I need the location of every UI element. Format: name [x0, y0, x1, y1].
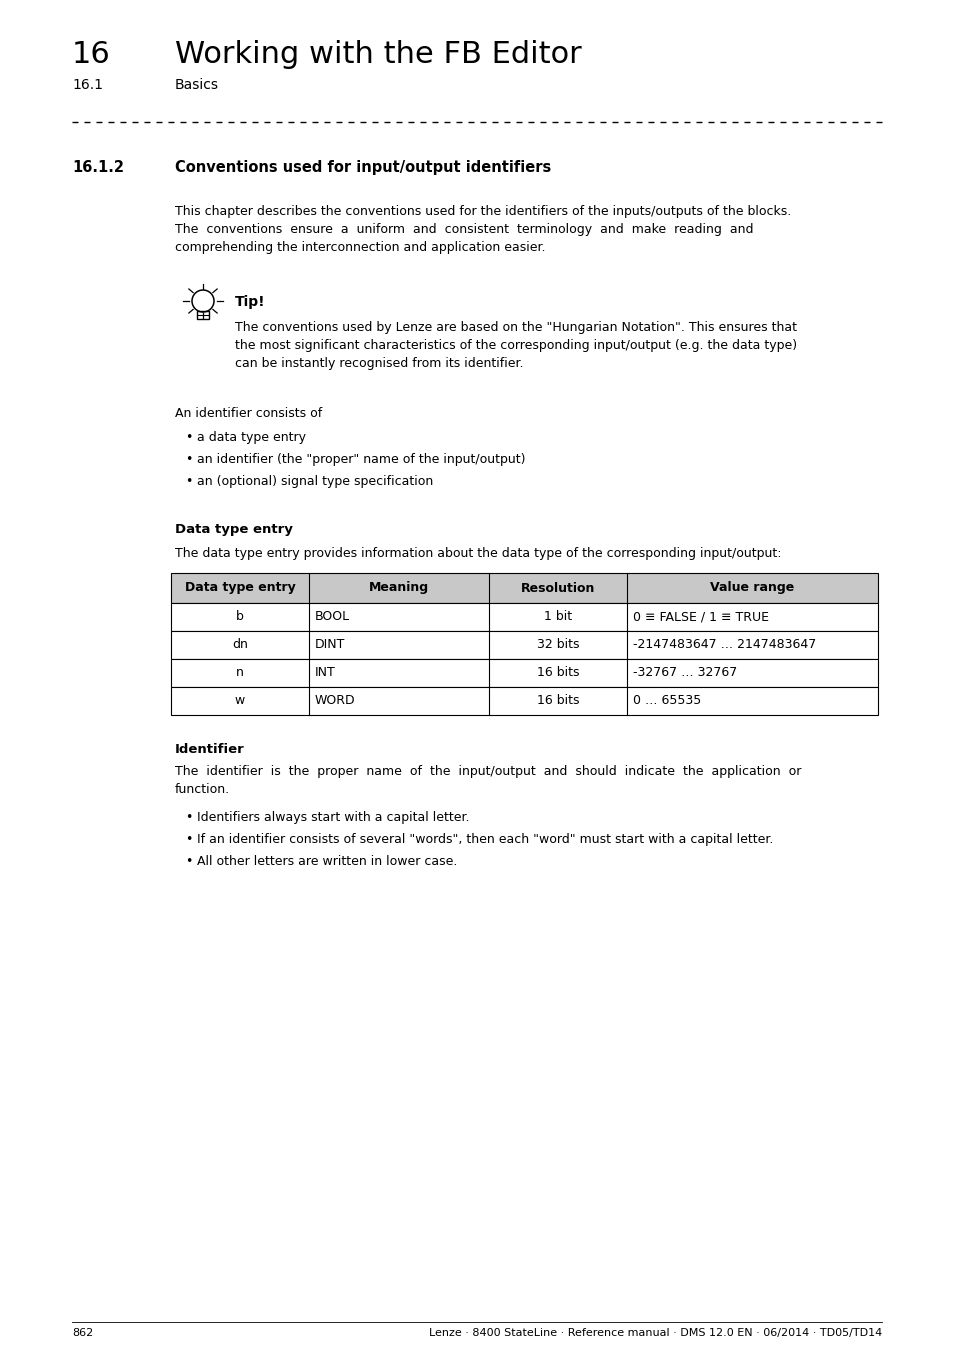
Text: DINT: DINT [314, 639, 345, 652]
Text: comprehending the interconnection and application easier.: comprehending the interconnection and ap… [174, 242, 545, 254]
Text: The  identifier  is  the  proper  name  of  the  input/output  and  should  indi: The identifier is the proper name of the… [174, 765, 801, 778]
Text: Data type entry: Data type entry [174, 522, 293, 536]
Text: 1 bit: 1 bit [543, 610, 572, 624]
Text: •: • [185, 833, 193, 846]
Text: 0 ≡ FALSE / 1 ≡ TRUE: 0 ≡ FALSE / 1 ≡ TRUE [633, 610, 768, 624]
Text: The data type entry provides information about the data type of the correspondin: The data type entry provides information… [174, 547, 781, 560]
Text: 16 bits: 16 bits [537, 667, 578, 679]
Text: can be instantly recognised from its identifier.: can be instantly recognised from its ide… [234, 356, 523, 370]
Text: An identifier consists of: An identifier consists of [174, 406, 322, 420]
FancyBboxPatch shape [171, 630, 877, 659]
Text: -2147483647 … 2147483647: -2147483647 … 2147483647 [633, 639, 816, 652]
Text: 16.1.2: 16.1.2 [71, 161, 124, 176]
Text: Identifiers always start with a capital letter.: Identifiers always start with a capital … [196, 811, 469, 824]
Text: Meaning: Meaning [369, 582, 429, 594]
Text: •: • [185, 855, 193, 868]
Text: •: • [185, 454, 193, 466]
Text: a data type entry: a data type entry [196, 431, 306, 444]
Text: function.: function. [174, 783, 230, 796]
Text: Data type entry: Data type entry [184, 582, 295, 594]
Text: 16: 16 [71, 40, 111, 69]
Text: INT: INT [314, 667, 335, 679]
FancyBboxPatch shape [171, 603, 877, 630]
Text: •: • [185, 475, 193, 487]
Text: 0 … 65535: 0 … 65535 [633, 694, 700, 707]
Text: 32 bits: 32 bits [537, 639, 578, 652]
Text: The  conventions  ensure  a  uniform  and  consistent  terminology  and  make  r: The conventions ensure a uniform and con… [174, 223, 753, 236]
Text: Working with the FB Editor: Working with the FB Editor [174, 40, 581, 69]
Text: w: w [234, 694, 245, 707]
Text: •: • [185, 431, 193, 444]
Text: the most significant characteristics of the corresponding input/output (e.g. the: the most significant characteristics of … [234, 339, 797, 352]
Text: 16 bits: 16 bits [537, 694, 578, 707]
Text: -32767 … 32767: -32767 … 32767 [633, 667, 737, 679]
Text: n: n [235, 667, 244, 679]
Text: BOOL: BOOL [314, 610, 350, 624]
Text: 16.1: 16.1 [71, 78, 103, 92]
Text: an (optional) signal type specification: an (optional) signal type specification [196, 475, 433, 487]
Text: Value range: Value range [710, 582, 794, 594]
Text: 862: 862 [71, 1328, 93, 1338]
Text: an identifier (the "proper" name of the input/output): an identifier (the "proper" name of the … [196, 454, 525, 466]
Text: This chapter describes the conventions used for the identifiers of the inputs/ou: This chapter describes the conventions u… [174, 205, 790, 217]
Text: •: • [185, 811, 193, 824]
Text: dn: dn [232, 639, 248, 652]
Text: Identifier: Identifier [174, 743, 245, 756]
Text: Basics: Basics [174, 78, 219, 92]
Text: Conventions used for input/output identifiers: Conventions used for input/output identi… [174, 161, 551, 176]
Text: The conventions used by Lenze are based on the "Hungarian Notation". This ensure: The conventions used by Lenze are based … [234, 321, 796, 333]
Bar [196, 310, 209, 319]
Text: Resolution: Resolution [520, 582, 595, 594]
Text: b: b [235, 610, 244, 624]
Text: Lenze · 8400 StateLine · Reference manual · DMS 12.0 EN · 06/2014 · TD05/TD14: Lenze · 8400 StateLine · Reference manua… [428, 1328, 882, 1338]
FancyBboxPatch shape [171, 659, 877, 687]
Text: Tip!: Tip! [234, 296, 265, 309]
FancyBboxPatch shape [171, 572, 877, 603]
FancyBboxPatch shape [171, 687, 877, 716]
Text: WORD: WORD [314, 694, 355, 707]
Text: All other letters are written in lower case.: All other letters are written in lower c… [196, 855, 456, 868]
Text: If an identifier consists of several "words", then each "word" must start with a: If an identifier consists of several "wo… [196, 833, 773, 846]
